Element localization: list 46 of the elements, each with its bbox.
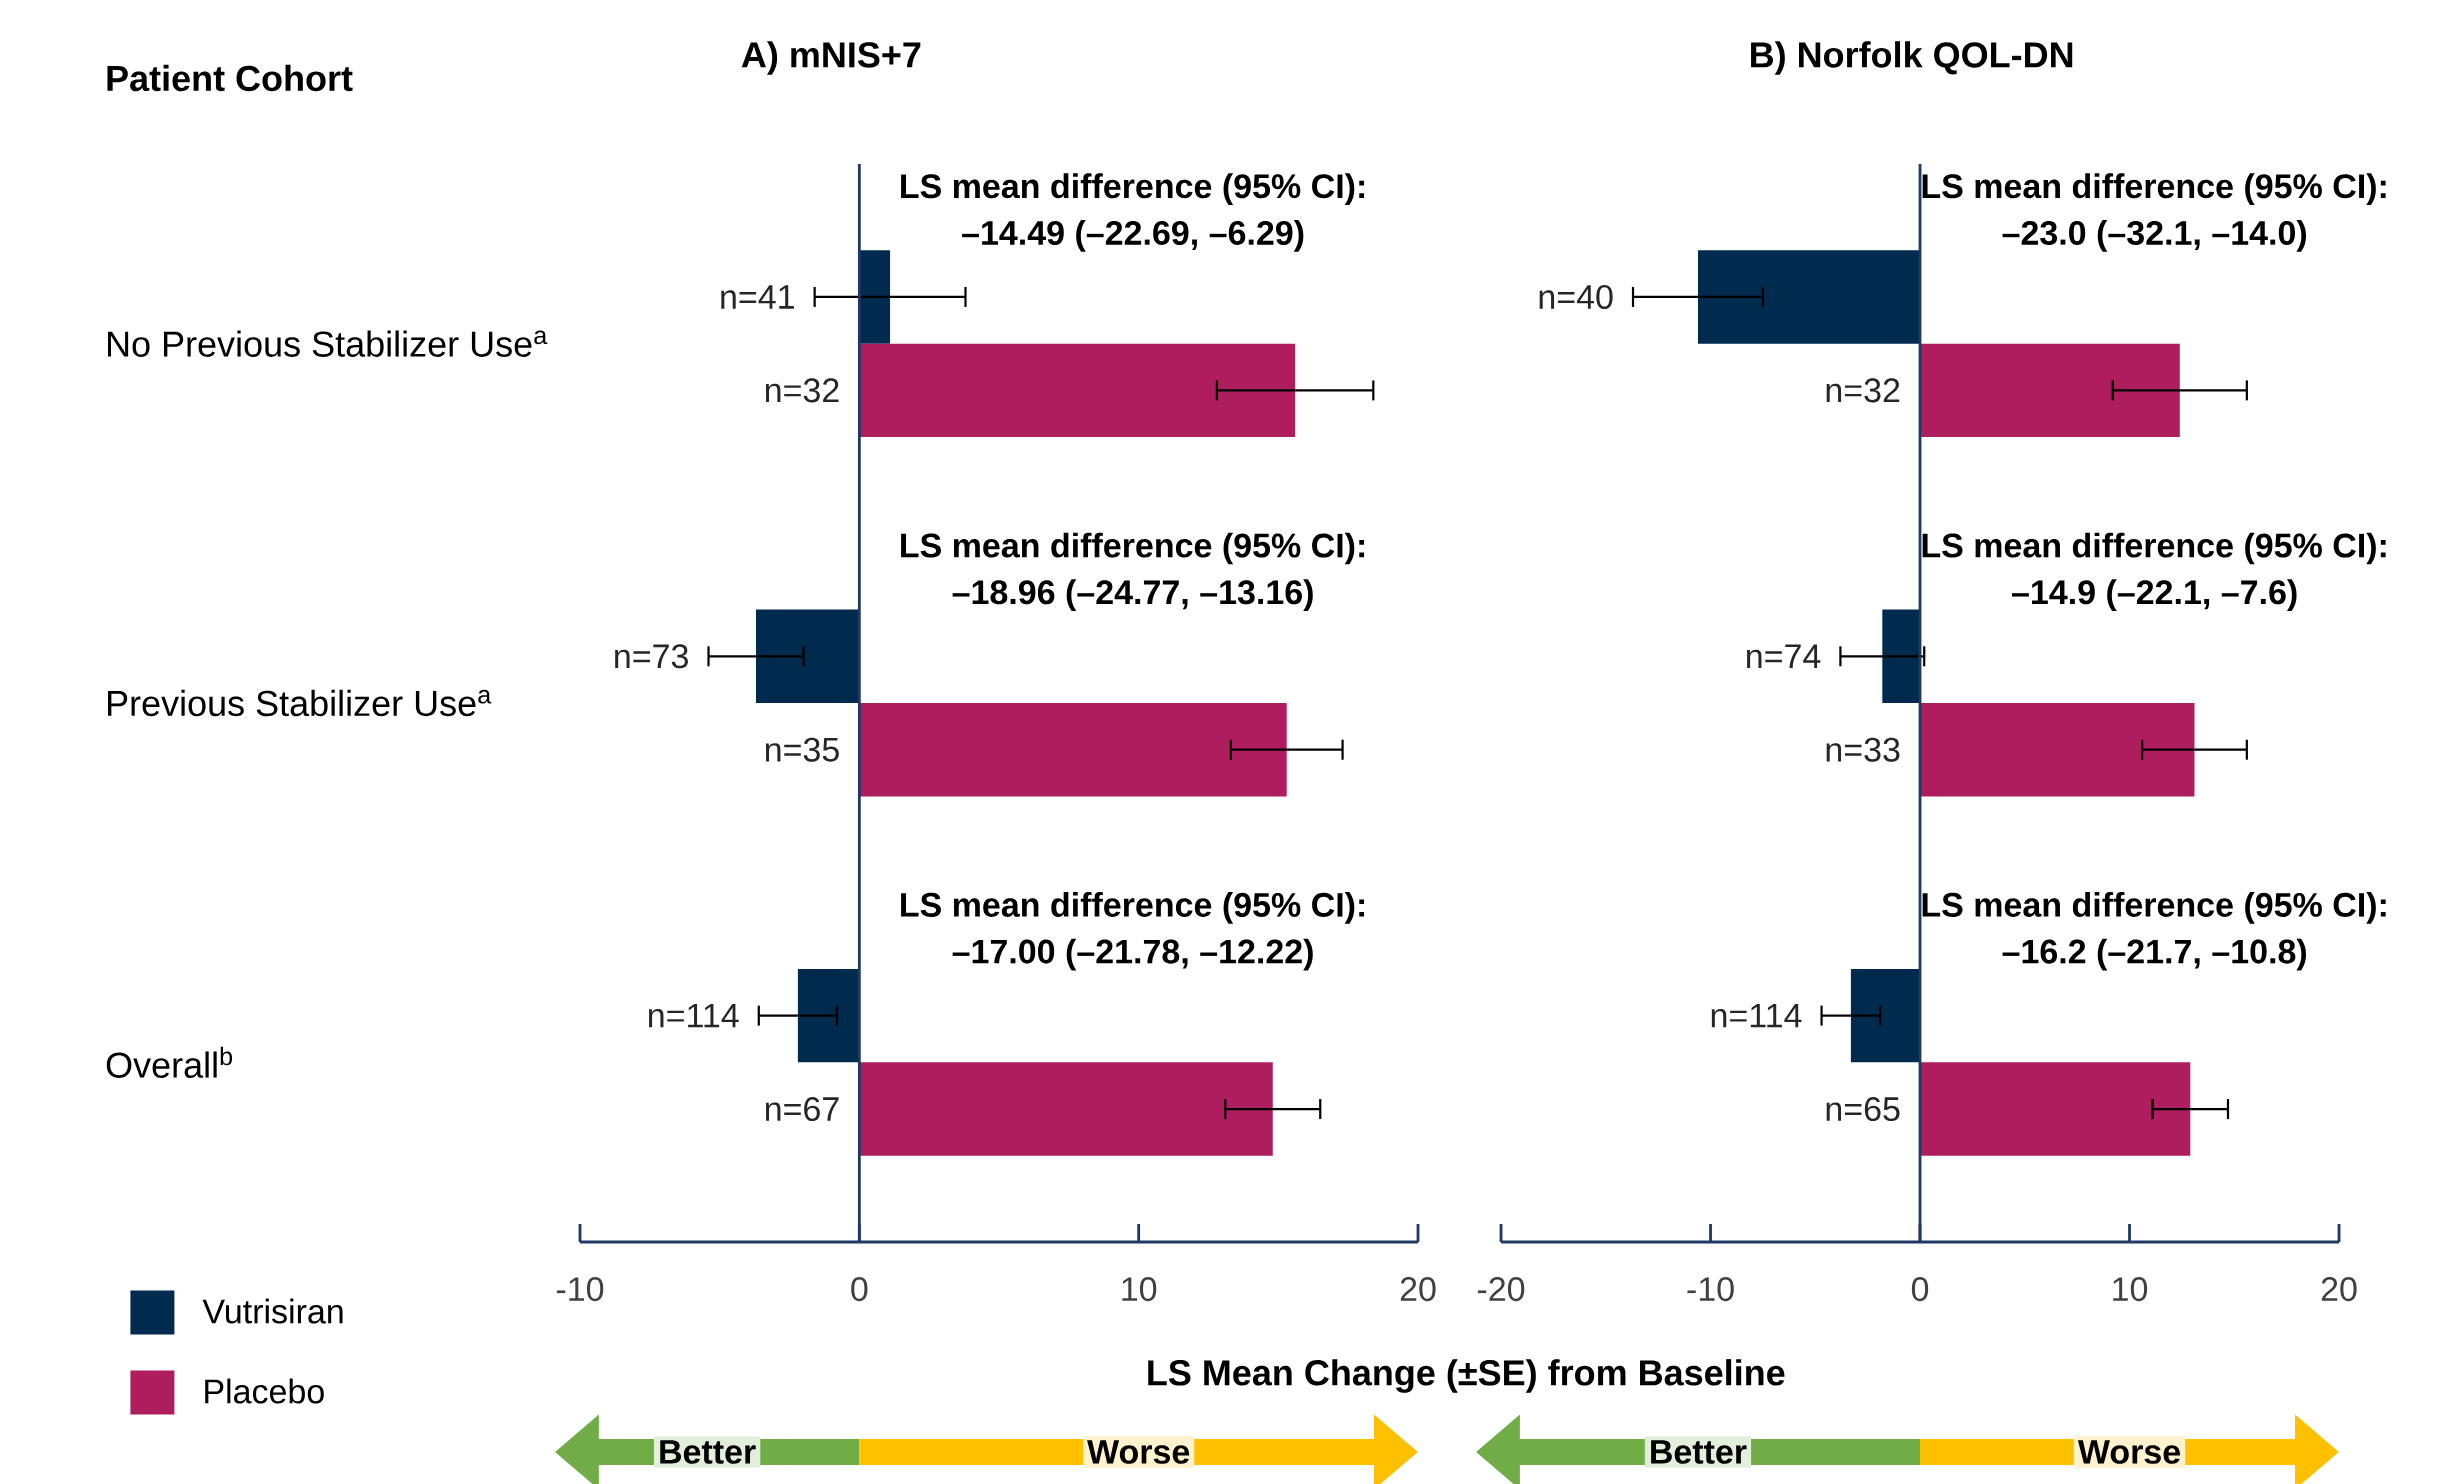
annotation: LS mean difference (95% CI): xyxy=(1922,173,2386,205)
annotation: –16.2 (–21.7, –10.8) xyxy=(2002,938,2307,971)
annotation: n=33 xyxy=(1826,737,1900,762)
annotation: n=73 xyxy=(615,644,688,669)
legend-label: Vutrisiran xyxy=(202,1298,343,1324)
x-tick-label: -20 xyxy=(1477,1277,1525,1302)
annotation: n=35 xyxy=(765,737,839,762)
x-tick-label: -10 xyxy=(556,1277,604,1302)
annotation: n=74 xyxy=(1747,644,1821,668)
x-tick-label: 0 xyxy=(851,1277,868,1302)
annotation: n=41 xyxy=(721,285,794,309)
x-tick-label: 20 xyxy=(1400,1277,1436,1302)
annotation: n=32 xyxy=(1826,378,1900,403)
y-tick-label: Previous Stabilizer Use$^{a}$ xyxy=(108,689,492,717)
x-axis-title: LS Mean Change (±SE) from Baseline xyxy=(1148,1359,1785,1393)
text: Worse xyxy=(1087,1440,1190,1464)
y-axis-title: Patient Cohort xyxy=(107,64,353,92)
annotation: LS mean difference (95% CI): xyxy=(901,532,1365,565)
annotation: LS mean difference (95% CI): xyxy=(901,173,1365,205)
annotation: n=32 xyxy=(765,378,839,403)
x-tick-label: 0 xyxy=(1911,1277,1929,1302)
annotation: n=114 xyxy=(649,1003,739,1028)
annotation: LS mean difference (95% CI): xyxy=(901,891,1365,924)
annotation: LS mean difference (95% CI): xyxy=(1922,532,2386,565)
annotation: –17.00 (–21.78, –12.22) xyxy=(952,938,1313,971)
annotation: LS mean difference (95% CI): xyxy=(1922,891,2386,924)
x-tick-label: 20 xyxy=(2321,1277,2357,1302)
y-tick-label: No Previous Stabilizer Use$^{a}$ xyxy=(108,330,548,357)
annotation: n=114 xyxy=(1711,1003,1802,1028)
legend-label: Placebo xyxy=(205,1378,324,1404)
annotation: n=40 xyxy=(1539,284,1613,309)
annotation: n=65 xyxy=(1826,1097,1900,1122)
annotation: –18.96 (–24.77, –13.16) xyxy=(952,579,1313,612)
annotation: –14.49 (–22.69, –6.29) xyxy=(962,220,1304,252)
text: Worse xyxy=(2077,1440,2181,1464)
text: Better xyxy=(660,1440,756,1464)
x-tick-label: 10 xyxy=(2113,1277,2148,1302)
chart-title: A) mNIS+7 xyxy=(741,41,921,75)
text: Better xyxy=(1651,1440,1747,1464)
chart-title: B) Norfolk QOL-DN xyxy=(1751,41,2073,75)
annotation: –23.0 (–32.1, –14.0) xyxy=(2002,220,2307,252)
annotation: –14.9 (–22.1, –7.6) xyxy=(2012,579,2297,612)
y-tick-label: Overall$^{b}$ xyxy=(106,1046,233,1078)
x-tick-label: -10 xyxy=(1687,1277,1734,1302)
annotation: n=67 xyxy=(765,1097,839,1122)
x-tick-label: 10 xyxy=(1122,1277,1157,1302)
